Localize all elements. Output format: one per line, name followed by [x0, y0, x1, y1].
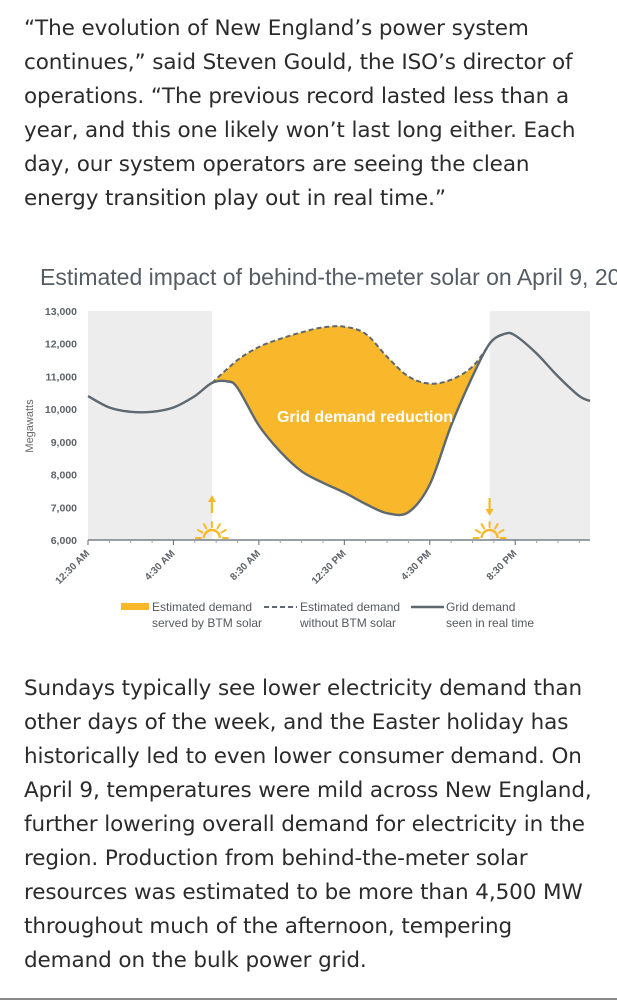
y-tick-label: 8,000	[51, 470, 77, 482]
legend-solid-label-2: seen in real time	[446, 616, 534, 630]
solar-fill-area	[211, 326, 490, 516]
x-tick-label: 4:30 PM	[399, 548, 434, 583]
sun-ray	[480, 523, 486, 530]
plot-area: 6,000 7,000 8,000 9,000 10,000 11,000 12,000 13…	[45, 306, 591, 587]
x-tick-label: 4:30 AM	[143, 548, 178, 583]
night-shade-1	[489, 311, 590, 540]
y-tick-label: 10,000	[45, 404, 77, 416]
y-tick-label: 7,000	[51, 502, 77, 514]
sun-ray	[197, 529, 204, 534]
series-line-grid-demand	[87, 331, 591, 517]
y-axis-label: Megawatts	[24, 399, 36, 453]
chart-title: Estimated impact of behind-the-meter sol…	[40, 264, 617, 290]
sun-ray	[216, 523, 221, 530]
chart-annotation: Grid demand reduction	[277, 409, 453, 426]
chart: Estimated impact of behind-the-meter sol…	[24, 264, 617, 630]
bottom-divider	[0, 998, 617, 1000]
legend-solid-label-1: Grid demand	[446, 600, 515, 614]
y-tick-label: 13,000	[45, 306, 77, 318]
sun-ray	[202, 523, 208, 530]
x-tick-label: 8:30 AM	[228, 548, 263, 583]
night-shade-0	[88, 311, 212, 540]
series-line-without-btm	[211, 325, 491, 385]
sun-ray	[474, 529, 482, 534]
sun-ray	[220, 529, 227, 534]
sun-ray	[498, 529, 505, 534]
y-tick-label: 9,000	[51, 437, 77, 449]
sunrise-icon	[194, 495, 229, 539]
sun-arc	[202, 528, 222, 539]
sun-arrow-head	[485, 509, 494, 516]
legend-fill-label-1: Estimated demand	[152, 600, 252, 614]
x-tick-label: 12:30 AM	[54, 548, 93, 587]
x-tick-label: 8:30 PM	[485, 548, 520, 583]
sun-ray	[494, 523, 499, 530]
sunset-icon	[472, 498, 507, 539]
x-tick-label: 12:30 PM	[310, 548, 348, 586]
sun-arc	[480, 528, 499, 539]
y-tick-label: 6,000	[51, 535, 77, 547]
legend: Estimated demand served by BTM solar Est…	[121, 600, 534, 630]
y-tick-label: 12,000	[45, 339, 77, 351]
y-tick-label: 11,000	[45, 371, 77, 383]
sun-arrow-head	[207, 495, 216, 502]
article-paragraph-body: Sundays typically see lower electricity …	[24, 676, 592, 973]
article-paragraph-quote: “The evolution of New England’s power sy…	[24, 16, 576, 211]
legend-dashed-label-1: Estimated demand	[300, 600, 400, 614]
legend-swatch-fill	[121, 603, 149, 610]
legend-dashed-label-2: without BTM solar	[299, 616, 396, 630]
legend-fill-label-2: served by BTM solar	[152, 616, 262, 630]
